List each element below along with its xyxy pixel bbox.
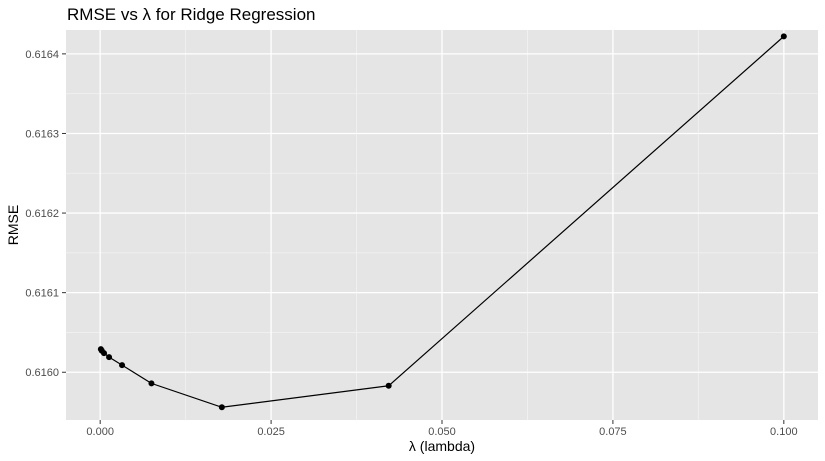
y-tick-label: 0.6161	[25, 288, 59, 300]
data-point	[385, 382, 392, 389]
data-point	[780, 33, 787, 40]
x-tick-label: 0.000	[86, 426, 114, 438]
y-axis-title: RMSE	[5, 205, 21, 245]
data-point	[106, 354, 113, 361]
x-tick-label: 0.025	[257, 426, 285, 438]
data-point	[218, 404, 225, 411]
x-tick-label: 0.075	[599, 426, 627, 438]
y-tick-label: 0.6160	[25, 367, 59, 379]
x-axis: 0.000 0.025 0.050 0.075 0.100	[86, 420, 798, 438]
x-tick-label: 0.100	[770, 426, 798, 438]
data-point	[101, 350, 108, 357]
x-axis-title: λ (lambda)	[409, 438, 475, 454]
y-tick-label: 0.6163	[25, 128, 59, 140]
y-tick-label: 0.6164	[25, 49, 59, 61]
y-axis: 0.6160 0.6161 0.6162 0.6163 0.6164	[25, 49, 66, 379]
x-tick-label: 0.050	[428, 426, 456, 438]
chart-title: RMSE vs λ for Ridge Regression	[67, 5, 315, 24]
grid-major	[66, 30, 818, 420]
data-points	[97, 33, 787, 411]
data-point	[119, 362, 126, 369]
data-point	[148, 380, 155, 387]
y-tick-label: 0.6162	[25, 208, 59, 220]
